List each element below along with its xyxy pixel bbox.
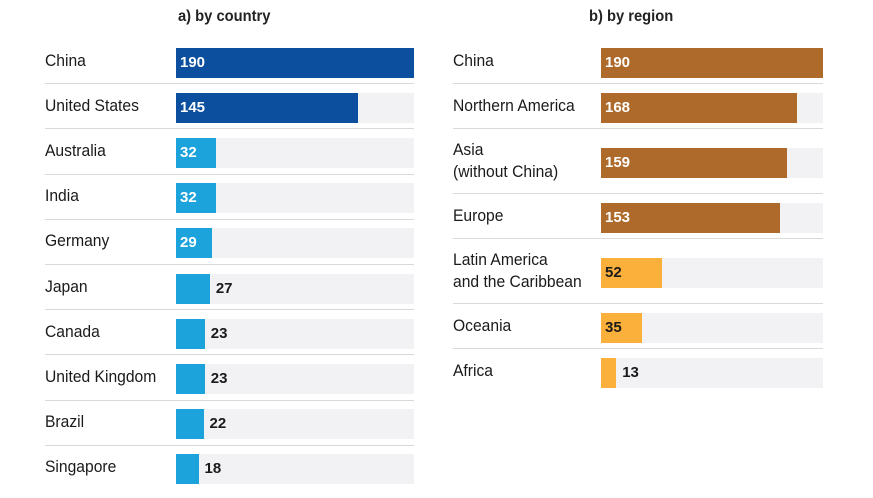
category-label-brazil: Brazil (45, 412, 85, 432)
row-divider (45, 173, 414, 175)
row-divider (45, 309, 414, 311)
bar-united-states (176, 92, 358, 123)
row-divider (45, 83, 414, 85)
row-divider (453, 193, 823, 194)
data-label-china: 190 (180, 53, 206, 71)
data-label-singapore: 18 (204, 460, 222, 478)
bar-singapore (176, 454, 199, 485)
row-divider (45, 218, 414, 220)
bar-track (176, 409, 414, 440)
row-divider (453, 128, 823, 129)
category-label-japan: Japan (45, 276, 88, 296)
category-label-united-states: United States (45, 95, 139, 115)
bar-china (176, 47, 414, 78)
category-label-germany: Germany (45, 231, 110, 251)
bar-track (176, 364, 414, 394)
bar-track (601, 357, 823, 388)
panel-title-region: b) by region (589, 8, 674, 25)
category-label-china: China (45, 50, 86, 70)
bar-united-kingdom (176, 364, 205, 394)
category-label-europe: Europe (453, 205, 504, 225)
row-divider (45, 444, 414, 446)
data-label-australia: 32 (180, 144, 197, 161)
bar-track (176, 318, 414, 349)
row-divider (45, 128, 414, 130)
data-label-asia-without-china: 159 (605, 153, 631, 171)
bar-japan (176, 273, 210, 304)
data-label-canada: 23 (210, 324, 228, 342)
data-label-china: 190 (605, 53, 631, 71)
bar-northern-america (601, 92, 798, 123)
data-label-japan: 27 (215, 279, 233, 297)
bar-china (601, 47, 823, 78)
row-divider (45, 354, 414, 356)
category-label-india: India (45, 186, 79, 206)
category-label-oceania: Oceania (453, 315, 512, 335)
data-label-united-states: 145 (180, 98, 206, 116)
data-label-northern-america: 168 (605, 98, 631, 116)
bar-latin-america-and-the-caribbean (601, 257, 662, 288)
bar-oceania (601, 312, 642, 343)
data-label-europe: 153 (605, 208, 631, 226)
bar-africa (601, 357, 617, 388)
row-divider (453, 83, 823, 84)
category-label-australia: Australia (45, 141, 106, 160)
category-label-united-kingdom: United Kingdom (45, 367, 157, 386)
data-label-africa: 13 (622, 363, 639, 381)
category-label-africa: Africa (453, 360, 493, 380)
data-label-india: 32 (180, 189, 197, 207)
row-divider (453, 303, 823, 304)
bar-track (176, 454, 414, 485)
bar-germany (176, 228, 213, 259)
category-label-asia-without-china: Asia (without China) (453, 139, 559, 181)
category-label-canada: Canada (45, 321, 100, 341)
category-label-china: China (453, 50, 494, 70)
row-divider (45, 264, 414, 265)
data-label-brazil: 22 (209, 415, 227, 433)
category-label-singapore: Singapore (45, 457, 117, 477)
bar-track (176, 273, 414, 304)
bar-brazil (176, 409, 204, 440)
category-label-northern-america: Northern America (453, 95, 575, 115)
bar-track (176, 228, 414, 259)
row-divider (453, 238, 823, 239)
bar-canada (176, 318, 205, 349)
data-label-united-kingdom: 23 (210, 370, 228, 387)
category-label-latin-america-and-the-caribbean: Latin America and the Caribbean (453, 249, 582, 291)
bar-australia (176, 138, 217, 168)
bar-europe (601, 202, 780, 233)
panel-title-country: a) by country (178, 8, 271, 25)
data-label-oceania: 35 (605, 318, 622, 336)
bar-india (176, 183, 217, 214)
bar-asia-without-china (601, 147, 787, 178)
data-label-germany: 29 (180, 234, 197, 252)
data-label-latin-america-and-the-caribbean: 52 (605, 263, 622, 281)
row-divider (45, 399, 414, 401)
row-divider (453, 348, 823, 349)
